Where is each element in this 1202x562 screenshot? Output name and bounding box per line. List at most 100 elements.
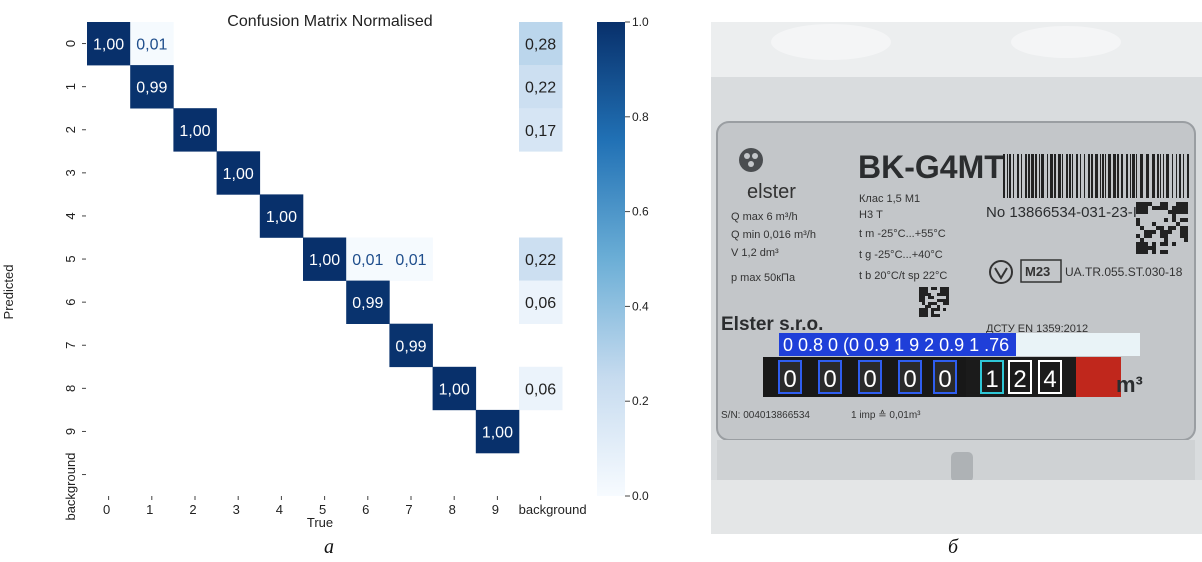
- qr-module: [1160, 230, 1164, 234]
- counter-digit: 0: [903, 366, 916, 393]
- caption-left: а: [324, 536, 334, 558]
- spec-left-0: Q max 6 m³/h: [731, 211, 798, 223]
- qr-module: [1184, 230, 1188, 234]
- x-tick-label: 1: [146, 502, 153, 517]
- qr-module: [919, 314, 922, 317]
- qr-module: [1172, 218, 1176, 222]
- qr-module: [922, 293, 925, 296]
- dstu-mark: ДСТУ EN 1359:2012: [986, 323, 1088, 335]
- qr-module: [1176, 210, 1180, 214]
- x-tick-label: 0: [103, 502, 110, 517]
- qr-module: [1184, 226, 1188, 230]
- qr-module: [928, 296, 931, 299]
- heatmap-value-label: 1,00: [179, 123, 210, 140]
- barcode-bar: [1054, 154, 1056, 198]
- heatmap-cell-r6-c10: [519, 280, 563, 324]
- qr-module: [1144, 202, 1148, 206]
- heatmap-cell-r9-c9: [475, 409, 520, 454]
- digit-detection-box: [1038, 360, 1062, 394]
- qr-code-small: [919, 287, 949, 317]
- qr-module: [1164, 238, 1168, 242]
- barcode-bar: [1066, 154, 1068, 198]
- heatmap-value-label: 1,00: [482, 424, 513, 441]
- heatmap-value-label: 0,22: [525, 252, 556, 269]
- qr-module: [1152, 230, 1156, 234]
- qr-module: [925, 287, 928, 290]
- barcode-bar: [1160, 154, 1161, 198]
- qr-module: [1140, 206, 1144, 210]
- qr-module: [1144, 206, 1148, 210]
- heatmap-value-label: 0,28: [525, 37, 556, 54]
- heatmap-cell-r8-c8: [432, 366, 477, 411]
- qr-module: [919, 311, 922, 314]
- qr-module: [928, 293, 931, 296]
- heatmap-cell-r5-c10: [519, 237, 563, 281]
- qr-module: [943, 299, 946, 302]
- digit-detection-box: [933, 360, 957, 394]
- qr-module: [919, 299, 922, 302]
- heatmap-cell-labels: 1,00 0,01 0,28 0,99 0,22 1,00 0,17 1,00 1,00 1,00…: [93, 37, 556, 442]
- h3-line: Н3 Т: [859, 209, 883, 221]
- barcode-bar: [1136, 154, 1137, 198]
- detection-label: 0 0.8 0 (0 0.9 1 9 2 0.9 1 .76: [783, 335, 1009, 355]
- heatmap-value-label: 0,17: [525, 123, 556, 140]
- qr-module: [931, 308, 934, 311]
- barcode-bar: [1152, 154, 1155, 198]
- x-tick-label: 4: [276, 502, 283, 517]
- qr-module: [1148, 202, 1152, 206]
- barcode-bar: [1102, 154, 1104, 198]
- spec-left-1: Q min 0,016 m³/h: [731, 229, 816, 241]
- qr-module: [937, 305, 940, 308]
- qr-module: [1160, 226, 1164, 230]
- barcode-bar: [1003, 154, 1005, 198]
- qr-module: [1136, 206, 1140, 210]
- qr-module: [931, 314, 934, 317]
- qr-module: [1164, 230, 1168, 234]
- qr-module: [1144, 246, 1148, 250]
- barcode-bar: [1062, 154, 1063, 198]
- qr-module: [946, 287, 949, 290]
- barcode-bar: [1121, 154, 1123, 198]
- qr-module: [1136, 218, 1140, 222]
- qr-module: [1160, 250, 1164, 254]
- y-tick-label: 9: [63, 428, 78, 435]
- qr-module: [1180, 234, 1184, 238]
- ua-code: UA.TR.055.ST.030-18: [1065, 265, 1183, 279]
- qr-module: [919, 287, 922, 290]
- x-tick-label: 2: [189, 502, 196, 517]
- x-tick-label: 3: [233, 502, 240, 517]
- digit-detection-box: [898, 360, 922, 394]
- x-tick-label: 6: [362, 502, 369, 517]
- heatmap-cell-r1-c1: [130, 65, 174, 109]
- qr-module: [940, 287, 943, 290]
- qr-module: [1176, 202, 1180, 206]
- counter-digit: 4: [1043, 366, 1056, 393]
- qr-module: [1180, 218, 1184, 222]
- barcode-bar: [1100, 154, 1101, 198]
- barcode-bar: [1140, 154, 1143, 198]
- colorbar-tick-label: 0.4: [632, 299, 649, 313]
- colorbar: [597, 22, 625, 496]
- serial-number: No 13866534-031-23-I: [986, 204, 1137, 221]
- chart-title: Confusion Matrix Normalised: [227, 13, 432, 30]
- barcode-bar: [1179, 154, 1181, 198]
- spec-left-2: V 1,2 dm³: [731, 247, 779, 259]
- heatmap-value-label: 0,22: [525, 80, 556, 97]
- barcode-bar: [1039, 154, 1040, 198]
- spec-left-3: p max 50кПа: [731, 272, 796, 284]
- brand-name: elster: [747, 181, 796, 203]
- heatmap-value-label: 0,99: [136, 80, 167, 97]
- qr-module: [1144, 250, 1148, 254]
- barcode: [1003, 154, 1189, 198]
- barcode-bar: [1035, 154, 1037, 198]
- qr-module: [925, 290, 928, 293]
- unit-label: m³: [1116, 372, 1143, 397]
- heatmap-cell-r5-c5: [303, 237, 347, 281]
- spec-right-2: t b 20°C/t sp 22°C: [859, 270, 947, 282]
- x-tick-labels: 0 1 2 3 4 5 6 7 8 9 background: [103, 496, 587, 517]
- qr-module: [1184, 202, 1188, 206]
- barcode-bar: [1013, 154, 1014, 198]
- qr-module: [1164, 218, 1168, 222]
- qr-module: [1168, 230, 1172, 234]
- digit-detection-box: [858, 360, 882, 394]
